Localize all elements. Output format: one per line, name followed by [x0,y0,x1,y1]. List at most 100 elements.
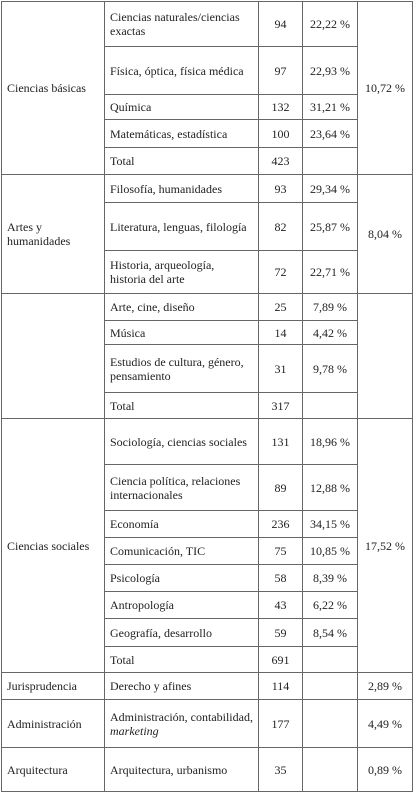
subarea-text: Total [110,154,135,168]
subarea-text: Arquitectura, urbanismo [110,762,228,777]
subarea-cell: Ciencia política, relaciones internacion… [104,464,259,511]
table-row: Química 132 31,21 % [2,94,413,120]
area-share-cell: 0,89 % [357,747,413,792]
subarea-text: Ciencias naturales/ciencias exactas [110,10,240,38]
subarea-cell: Total [104,147,259,175]
count-cell: 93 [258,174,303,203]
area-cell [1,293,105,419]
subarea-cell: Historia, arqueología, historia del arte [104,250,259,294]
table-row: Comunicación, TIC 75 10,85 % [2,537,413,565]
subarea-text: Total [110,652,135,667]
share-cell: 22,93 % [302,46,358,95]
count-cell: 25 [258,293,303,321]
table-row: Geografía, desarrollo 59 8,54 % [2,618,413,647]
share-cell: 4,42 % [302,320,358,345]
subarea-text: Química [110,100,152,114]
table-row: Estudios de cultura, género, pensamiento… [2,344,413,393]
share-cell: 29,34 % [302,174,358,203]
count-cell: 177 [258,699,303,748]
area-cell: Ciencias básicas [1,1,105,175]
area-share-cell: 2,89 % [357,672,413,700]
table-row: Total 691 [2,646,413,673]
share-cell: 22,71 % [302,250,358,294]
subarea-text: Total [110,398,135,413]
subarea-cell: Derecho y afines [104,672,259,700]
table-row: Total 317 [2,392,413,419]
count-cell: 43 [258,591,303,619]
subarea-text: Matemáticas, estadística [110,126,228,141]
table-row: Ciencia política, relaciones internacion… [2,464,413,511]
subarea-cell: Antropología [104,591,259,619]
table-row: Literatura, lenguas, filología 82 25,87 % [2,202,413,251]
area-share-cell: 4,49 % [357,699,413,748]
table-row: Jurisprudencia Derecho y afines 114 2,89 % [1,672,413,700]
subarea-cell: Total [104,646,259,673]
subarea-cell: Matemáticas, estadística [104,119,259,148]
subarea-cell: Arte, cine, diseño [104,293,259,321]
subarea-text: Estudios de cultura, género, pensamiento [110,354,244,383]
count-cell: 114 [258,672,303,700]
subarea-text: Arte, cine, diseño [110,300,195,314]
count-cell: 59 [258,618,303,647]
count-cell: 131 [258,418,303,465]
share-cell: 34,15 % [302,510,358,538]
subarea-text: Literatura, lenguas, filología [110,219,247,234]
area-share-cell: 10,72 % [357,1,413,175]
subarea-text: Física, óptica, física médica [110,63,244,78]
count-cell: 97 [258,46,303,95]
subarea-text: Música [110,325,146,340]
share-cell: 31,21 % [302,94,358,120]
subarea-text: Geografía, desarrollo [110,625,212,640]
area-cell: Artes y humanidades [1,174,105,294]
count-cell: 236 [258,510,303,538]
table-row: Administración Administración, contabilid… [1,699,413,748]
subarea-text: Economía [110,517,159,531]
subarea-cell: Arquitectura, urbanismo [104,747,259,792]
subarea-cell: Filosofía, humanidades [104,174,259,203]
share-cell [302,699,358,748]
area-cell: Arquitectura [1,747,105,792]
count-cell: 423 [258,147,303,175]
count-cell: 691 [258,646,303,673]
subarea-text: Ciencia política, relaciones internacion… [110,473,241,502]
count-cell: 14 [258,320,303,345]
count-cell: 132 [258,94,303,120]
share-cell: 12,88 % [302,464,358,511]
table-row: Física, óptica, física médica 97 22,93 % [2,46,413,95]
share-cell: 8,39 % [302,564,358,592]
subarea-cell: Economía [104,510,259,538]
table-row: Historia, arqueología, historia del arte… [2,250,413,294]
count-cell: 31 [258,344,303,393]
subarea-cell: Geografía, desarrollo [104,618,259,647]
table-row: Arte, cine, diseño 25 7,89 % [1,293,413,419]
share-cell: 7,89 % [302,293,358,321]
table-row: Arquitectura Arquitectura, urbanismo 35 0,8… [1,747,413,792]
share-cell: 18,96 % [302,418,358,465]
subarea-text: Historia, arqueología, historia del arte [110,258,215,286]
count-cell: 89 [258,464,303,511]
subarea-cell: Sociología, ciencias sociales [104,418,259,465]
subarea-cell: Física, óptica, física médica [104,46,259,95]
subarea-text: Psicología [110,571,160,585]
area-cell: Administración [1,699,105,748]
share-cell [302,672,358,700]
subarea-text: Administración, contabilidad, [110,709,253,724]
subarea-cell: Total [104,392,259,419]
share-cell [302,747,358,792]
share-cell: 23,64 % [302,119,358,148]
share-cell: 25,87 % [302,202,358,251]
subarea-cell: Química [104,94,259,120]
share-cell: 9,78 % [302,344,358,393]
subarea-emphasis: marketing [110,723,159,738]
subarea-text: Filosofía, humanidades [110,181,222,196]
count-cell: 75 [258,537,303,565]
share-cell: 8,54 % [302,618,358,647]
count-cell: 94 [258,1,303,47]
count-cell: 317 [258,392,303,419]
subarea-cell: Ciencias naturales/ciencias exactas [104,1,259,47]
table-row: Ciencias sociales Sociología, ciencias so… [1,418,413,673]
count-cell: 82 [258,202,303,251]
area-cell: Jurisprudencia [1,672,105,700]
